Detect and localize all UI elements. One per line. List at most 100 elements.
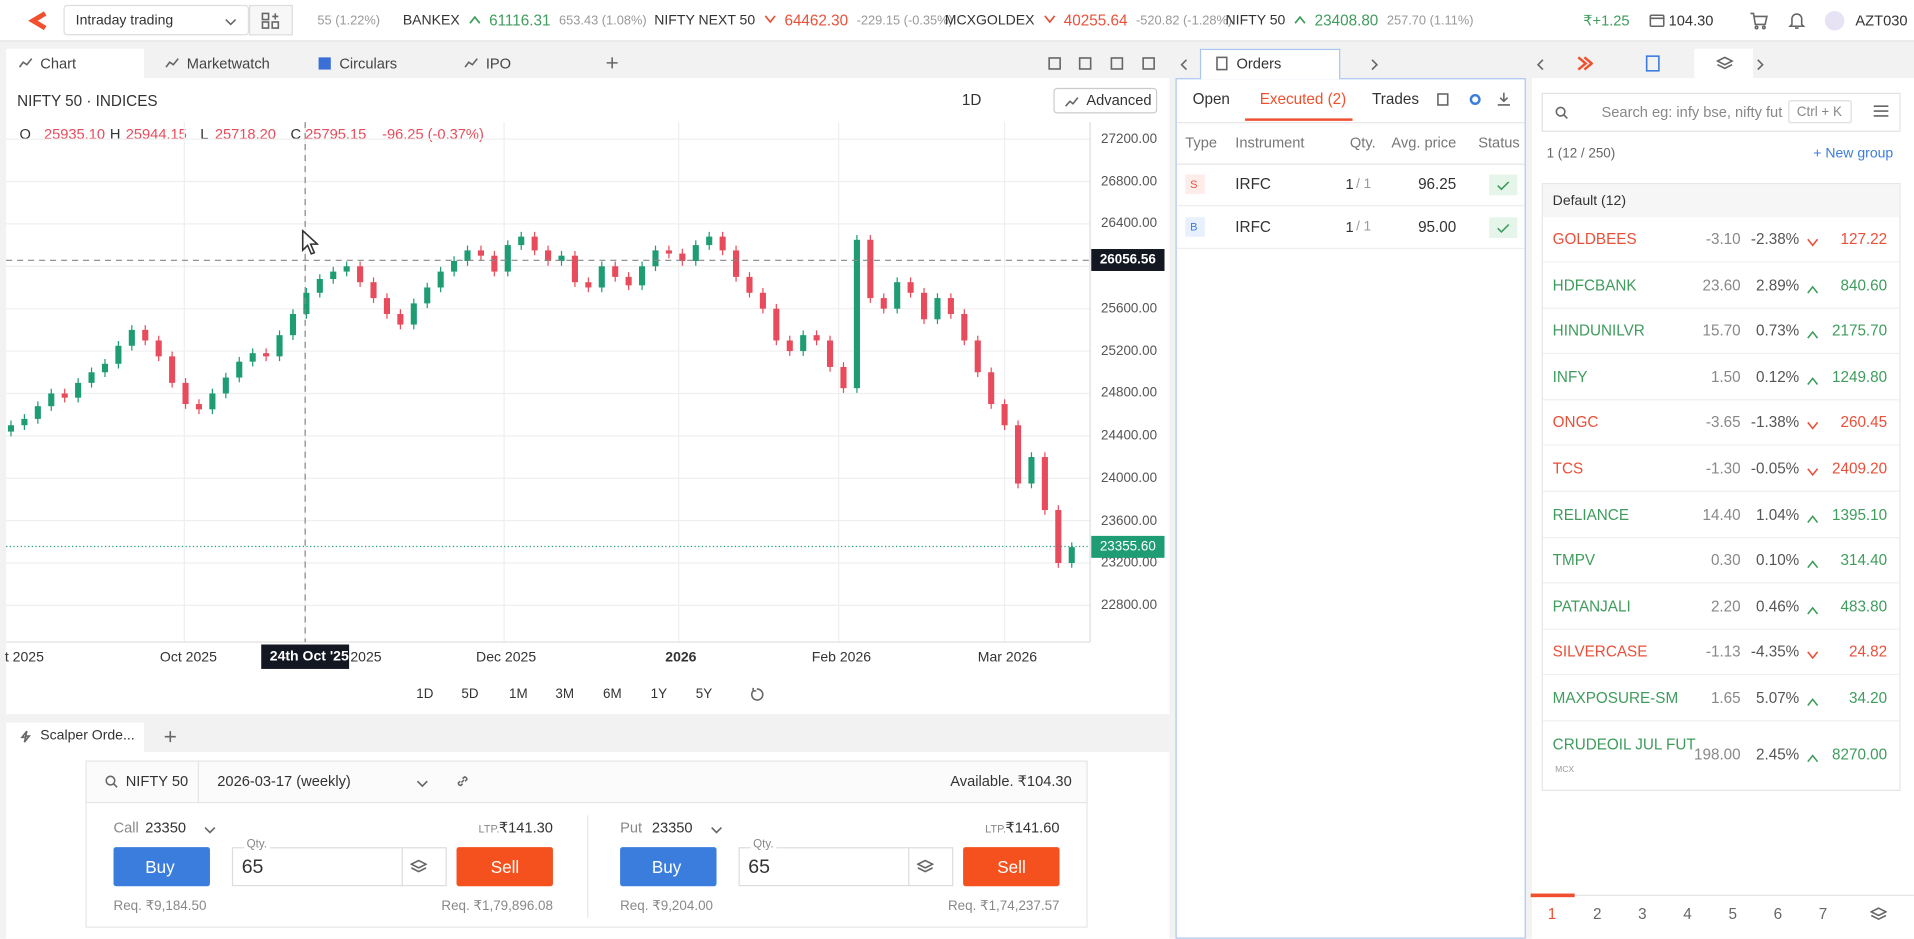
page-tab[interactable]: 3 — [1638, 905, 1647, 923]
mw-prev[interactable] — [1536, 57, 1546, 71]
symbol-name[interactable]: MAXPOSURE-SM — [1552, 689, 1679, 707]
ticker[interactable]: NIFTY 50 23408.80 257.70 (1.11%) — [1226, 12, 1474, 29]
tab-label[interactable]: Chart — [40, 54, 77, 73]
expiry-chevron[interactable] — [415, 776, 430, 788]
doc-icon[interactable] — [1437, 93, 1449, 106]
mw-search-icon — [1555, 106, 1568, 119]
sell-label[interactable]: Sell — [997, 856, 1026, 877]
strike-chevron[interactable] — [709, 823, 724, 834]
symbol-name[interactable]: ONGC — [1552, 414, 1599, 432]
reset-icon[interactable] — [749, 687, 764, 702]
subtab[interactable]: Executed (2) — [1259, 90, 1347, 108]
grid-icon[interactable] — [261, 12, 281, 29]
strike-chevron[interactable] — [203, 823, 218, 834]
range-btn[interactable]: 3M — [555, 687, 575, 702]
nav-left[interactable] — [1179, 57, 1189, 71]
symbol-name[interactable]: TMPV — [1552, 551, 1596, 570]
symbol-name[interactable]: GOLDBEES — [1552, 230, 1637, 248]
tab-label[interactable]: Circulars — [339, 54, 398, 73]
layout-btn[interactable] — [249, 4, 293, 36]
symbol-name[interactable]: INFY — [1552, 368, 1588, 386]
avatar[interactable] — [1824, 10, 1845, 31]
range-btn[interactable]: 1Y — [650, 687, 668, 702]
page-tab[interactable]: 4 — [1683, 905, 1692, 923]
nav-right[interactable] — [1370, 57, 1380, 71]
add-tab-icon[interactable] — [605, 56, 618, 69]
leg-strike[interactable]: 23350 — [145, 819, 186, 837]
mw-logo[interactable] — [1576, 56, 1594, 71]
leg-strike[interactable]: 23350 — [651, 819, 693, 837]
filter-icon[interactable] — [1872, 104, 1889, 119]
ticker[interactable]: BANKEX 61116.31 653.43 (1.08%) — [403, 12, 647, 29]
page-tab[interactable]: 1 — [1547, 905, 1557, 923]
ticker[interactable]: MCXGOLDEX 40255.64 -520.82 (-1.28%) — [945, 12, 1232, 29]
bottom-tab-label[interactable]: Scalper Orde... — [40, 728, 135, 744]
sell-label[interactable]: Sell — [490, 856, 520, 877]
symbol-name[interactable]: TCS — [1552, 460, 1584, 478]
symbol-name[interactable]: SILVERCASE — [1552, 643, 1648, 661]
qty[interactable]: 65 — [748, 856, 770, 878]
link-icon[interactable] — [455, 774, 470, 789]
range-btn[interactable]: 6M — [603, 687, 622, 702]
download-icon[interactable] — [1497, 92, 1512, 107]
tab[interactable] — [6, 48, 145, 79]
chevron[interactable] — [223, 15, 238, 27]
new-group[interactable]: + New group — [1813, 146, 1894, 162]
qty-box[interactable] — [231, 847, 447, 887]
symbol-name[interactable]: PATANJALI — [1552, 597, 1631, 615]
advanced-btn[interactable] — [1053, 87, 1158, 114]
available: Available. ₹104.30 — [950, 772, 1072, 790]
chart-tool[interactable] — [1047, 56, 1062, 71]
symbol-name[interactable]: HINDUNILVR — [1552, 322, 1645, 340]
range-btn[interactable]: 5D — [461, 687, 479, 702]
logo[interactable] — [27, 11, 51, 31]
interval[interactable]: 1D — [961, 91, 982, 109]
dot-icon[interactable] — [1469, 93, 1481, 105]
range-btn[interactable]: 5Y — [695, 687, 713, 702]
chart-tool[interactable] — [1078, 56, 1093, 71]
layers-icon[interactable] — [916, 858, 935, 875]
page-tab[interactable]: 7 — [1818, 905, 1828, 923]
buy-btn[interactable] — [113, 847, 210, 887]
orders-tab-label[interactable]: Orders — [1236, 54, 1282, 73]
subtab[interactable]: Trades — [1372, 90, 1419, 108]
buy-label[interactable]: Buy — [651, 856, 682, 877]
mw-layers[interactable] — [1715, 56, 1734, 71]
qty-box[interactable] — [738, 847, 954, 887]
column-header: Avg. price — [1391, 134, 1457, 152]
range-btn[interactable]: 1D — [416, 687, 434, 702]
pages-layers[interactable] — [1869, 906, 1888, 923]
sell-btn[interactable] — [963, 847, 1060, 887]
mw-doc[interactable] — [1645, 55, 1660, 72]
qty[interactable]: 65 — [241, 856, 264, 878]
search-box[interactable] — [1541, 92, 1901, 132]
layers-icon[interactable] — [409, 858, 428, 875]
add-panel[interactable] — [164, 730, 177, 743]
symbol-name[interactable]: RELIANCE — [1552, 506, 1630, 524]
page-tab[interactable]: 2 — [1592, 905, 1602, 923]
tab-label[interactable]: IPO — [485, 54, 512, 73]
ticker[interactable]: 55 (1.22%) — [317, 13, 380, 28]
cart-icon[interactable] — [1749, 11, 1769, 31]
mode-select[interactable] — [63, 4, 250, 36]
scalper-symbol[interactable]: NIFTY 50 — [125, 772, 189, 790]
chart-tool[interactable] — [1141, 56, 1156, 71]
page-tab[interactable]: 6 — [1773, 905, 1783, 923]
orders-tab[interactable] — [1199, 48, 1341, 80]
bell-icon[interactable] — [1788, 11, 1806, 31]
range-btn[interactable]: 1M — [509, 687, 528, 702]
user-id[interactable]: AZT030 — [1855, 12, 1908, 30]
symbol-name[interactable]: HDFCBANK — [1552, 276, 1637, 294]
symbol-name[interactable]: CRUDEOIL JUL FUT — [1552, 736, 1696, 754]
buy-label[interactable]: Buy — [145, 856, 175, 877]
buy-btn[interactable] — [620, 847, 717, 887]
sell-btn[interactable] — [456, 847, 553, 887]
subtab[interactable]: Open — [1192, 90, 1230, 108]
mw-next[interactable] — [1755, 57, 1765, 71]
tab-label[interactable]: Marketwatch — [186, 54, 270, 73]
page-tab[interactable]: 5 — [1728, 905, 1737, 923]
wallet-icon[interactable] — [1649, 13, 1665, 28]
expiry[interactable]: 2026-03-17 (weekly) — [217, 772, 351, 790]
ticker[interactable]: NIFTY NEXT 50 64462.30 -229.15 (-0.35%) — [654, 12, 953, 29]
chart-tool[interactable] — [1110, 56, 1125, 71]
